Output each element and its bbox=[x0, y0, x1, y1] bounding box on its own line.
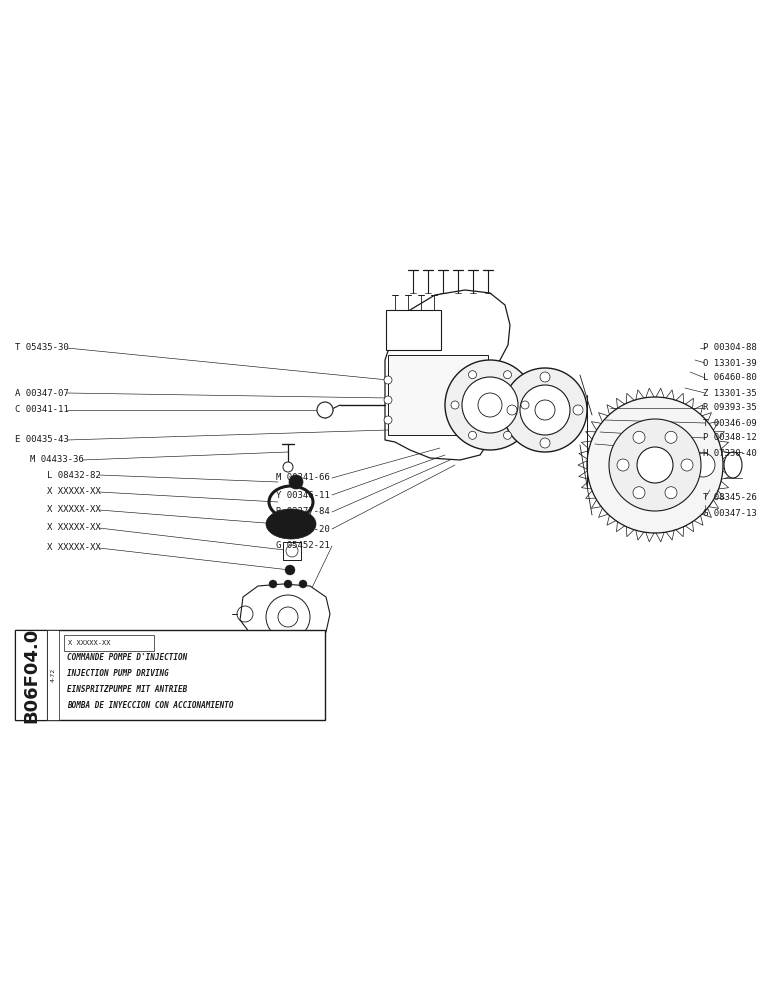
Circle shape bbox=[507, 405, 517, 415]
Text: R 09393-35: R 09393-35 bbox=[703, 403, 757, 412]
Bar bbox=[47, 630, 59, 720]
Circle shape bbox=[520, 385, 570, 435]
Text: G 00347-13: G 00347-13 bbox=[703, 508, 757, 518]
Circle shape bbox=[540, 372, 550, 382]
Circle shape bbox=[283, 462, 293, 472]
Circle shape bbox=[633, 431, 645, 443]
Bar bbox=[388, 355, 488, 435]
Circle shape bbox=[384, 416, 392, 424]
Text: R 02277-84: R 02277-84 bbox=[276, 508, 330, 516]
Circle shape bbox=[637, 447, 673, 483]
Circle shape bbox=[269, 580, 277, 588]
Circle shape bbox=[521, 401, 529, 409]
Circle shape bbox=[284, 580, 292, 588]
Circle shape bbox=[681, 459, 693, 471]
Ellipse shape bbox=[673, 430, 713, 500]
Bar bbox=[15, 630, 47, 720]
Text: T 08345-26: T 08345-26 bbox=[703, 493, 757, 502]
Text: P 00304-88: P 00304-88 bbox=[703, 344, 757, 353]
Text: H 00329-20: H 00329-20 bbox=[276, 524, 330, 534]
Circle shape bbox=[609, 419, 701, 511]
Bar bbox=[64, 635, 154, 651]
Circle shape bbox=[587, 397, 723, 533]
Circle shape bbox=[573, 405, 583, 415]
Text: INJECTION PUMP DRIVING: INJECTION PUMP DRIVING bbox=[67, 668, 169, 678]
Text: EINSPRITZPUMPE MIT ANTRIEB: EINSPRITZPUMPE MIT ANTRIEB bbox=[67, 684, 188, 694]
Circle shape bbox=[445, 360, 535, 450]
Bar bbox=[283, 542, 301, 560]
Circle shape bbox=[665, 431, 677, 443]
Text: L 06460-80: L 06460-80 bbox=[703, 373, 757, 382]
Text: X XXXXX-XX: X XXXXX-XX bbox=[47, 544, 101, 552]
Text: X XXXXX-XX: X XXXXX-XX bbox=[68, 640, 110, 646]
Text: C 00341-11: C 00341-11 bbox=[15, 406, 69, 414]
Text: H 07330-40: H 07330-40 bbox=[703, 448, 757, 458]
Circle shape bbox=[503, 368, 587, 452]
Text: X XXXXX-XX: X XXXXX-XX bbox=[47, 488, 101, 496]
Circle shape bbox=[665, 487, 677, 499]
Circle shape bbox=[503, 431, 512, 439]
Text: X XXXXX-XX: X XXXXX-XX bbox=[47, 524, 101, 532]
Polygon shape bbox=[240, 584, 330, 644]
Circle shape bbox=[285, 565, 295, 575]
Text: G 05452-21: G 05452-21 bbox=[276, 542, 330, 550]
Text: M 00341-66: M 00341-66 bbox=[276, 474, 330, 483]
Text: A 00347-07: A 00347-07 bbox=[15, 388, 69, 397]
Bar bbox=[386, 310, 441, 350]
Circle shape bbox=[691, 453, 715, 477]
Circle shape bbox=[289, 475, 303, 489]
Text: E 00435-43: E 00435-43 bbox=[15, 436, 69, 444]
Circle shape bbox=[451, 401, 459, 409]
Circle shape bbox=[462, 377, 518, 433]
Circle shape bbox=[384, 396, 392, 404]
Circle shape bbox=[469, 371, 476, 379]
Circle shape bbox=[384, 376, 392, 384]
Text: T 05435-30: T 05435-30 bbox=[15, 344, 69, 353]
Text: L 08432-82: L 08432-82 bbox=[47, 471, 101, 480]
Polygon shape bbox=[385, 290, 510, 460]
Text: O 13301-39: O 13301-39 bbox=[703, 359, 757, 367]
Text: T 00346-09: T 00346-09 bbox=[703, 418, 757, 428]
Circle shape bbox=[540, 438, 550, 448]
Bar bbox=[15, 630, 325, 720]
Circle shape bbox=[299, 580, 307, 588]
Text: B06F04.0: B06F04.0 bbox=[22, 627, 40, 723]
Text: P 00348-12: P 00348-12 bbox=[703, 434, 757, 442]
Text: Y 00346-11: Y 00346-11 bbox=[276, 490, 330, 499]
Text: 4-72: 4-72 bbox=[50, 668, 56, 682]
Ellipse shape bbox=[266, 509, 316, 539]
Text: BOMBA DE INYECCION CON ACCIONAMIENTO: BOMBA DE INYECCION CON ACCIONAMIENTO bbox=[67, 700, 233, 710]
Ellipse shape bbox=[724, 452, 742, 478]
Circle shape bbox=[633, 487, 645, 499]
Text: Z 13301-35: Z 13301-35 bbox=[703, 388, 757, 397]
Text: COMMANDE POMPE D'INJECTION: COMMANDE POMPE D'INJECTION bbox=[67, 652, 188, 662]
Circle shape bbox=[469, 431, 476, 439]
Circle shape bbox=[317, 402, 333, 418]
Text: X XXXXX-XX: X XXXXX-XX bbox=[47, 506, 101, 514]
Circle shape bbox=[617, 459, 629, 471]
Text: M 04433-36: M 04433-36 bbox=[30, 456, 83, 464]
Circle shape bbox=[503, 371, 512, 379]
